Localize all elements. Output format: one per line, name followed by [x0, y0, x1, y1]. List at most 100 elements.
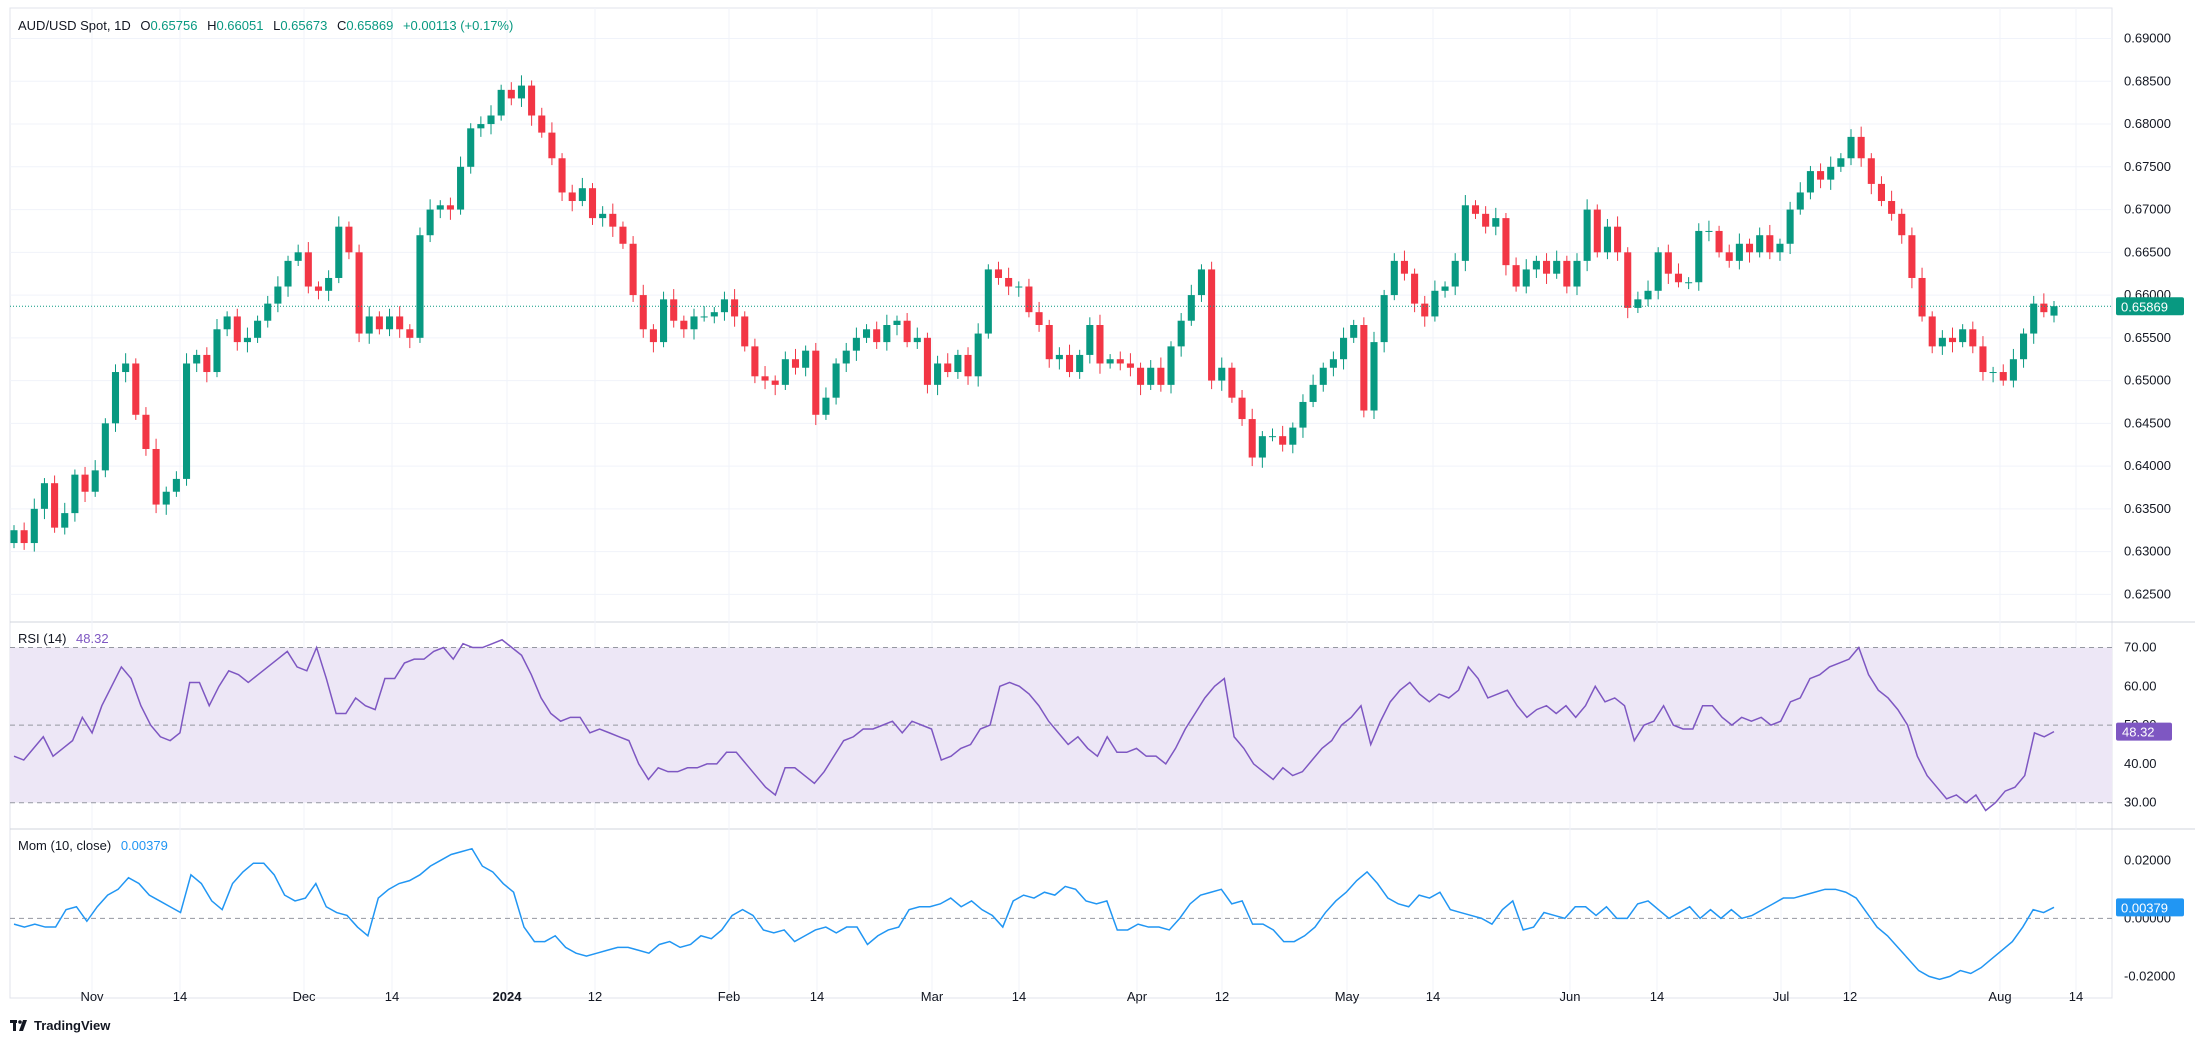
candle-body: [355, 252, 363, 334]
candle-body: [1999, 372, 2007, 381]
candle-body: [314, 286, 323, 291]
price-tick-label: 0.67500: [2124, 159, 2171, 174]
candle-body: [1553, 260, 1561, 274]
candle-body: [274, 286, 282, 304]
candle-body: [1411, 273, 1419, 304]
candle-body: [1421, 303, 1429, 317]
candle-body: [1654, 252, 1662, 291]
candle-body: [365, 316, 373, 334]
candle-body: [1776, 243, 1784, 253]
mom-label[interactable]: Mom (10, close): [18, 838, 112, 853]
candle-body: [1664, 252, 1672, 274]
candle-body: [1197, 269, 1205, 296]
open-label: O: [140, 18, 151, 33]
candle-body: [436, 205, 444, 210]
candle-body: [1279, 436, 1287, 445]
candle-body: [1796, 192, 1804, 210]
x-tick-label: 12: [1843, 989, 1857, 1004]
tradingview-logo-icon: [10, 1019, 27, 1031]
candle-body: [1888, 201, 1896, 214]
candle-body: [1116, 359, 1124, 364]
candle-body: [81, 474, 89, 492]
candle-body: [51, 483, 59, 528]
candle-body: [1096, 325, 1104, 364]
rsi-tick-label: 30.00: [2124, 795, 2157, 810]
mom-header: Mom (10, close) 0.00379: [18, 838, 174, 853]
mom-current-value: 0.00379: [120, 838, 168, 853]
close-label: C: [336, 18, 347, 33]
rsi-tick-label: 40.00: [2124, 756, 2157, 771]
candle-body: [1360, 325, 1368, 411]
open-value: 0.65756: [150, 18, 198, 33]
candle-body: [994, 269, 1003, 278]
candle-body: [1989, 372, 1997, 374]
candle-body: [122, 363, 130, 373]
candle-body: [710, 312, 718, 317]
candle-body: [1756, 235, 1764, 253]
candle-body: [517, 85, 525, 99]
candle-body: [1238, 397, 1246, 420]
candle-body: [1228, 367, 1236, 398]
x-tick-label: 14: [2069, 989, 2083, 1004]
candle-body: [264, 303, 272, 321]
candle-body: [883, 325, 891, 343]
candle-body: [446, 205, 454, 210]
candle-body: [619, 226, 627, 244]
candle-body: [1522, 269, 1530, 287]
candle-body: [1299, 401, 1307, 428]
rsi-band-fill: [10, 647, 2112, 803]
x-tick-label: Feb: [718, 989, 740, 1004]
x-tick-label: 14: [1012, 989, 1026, 1004]
candle-body: [761, 376, 769, 381]
candle-body: [1340, 337, 1348, 360]
candle-body: [213, 329, 221, 373]
candle-body: [944, 363, 952, 373]
candle-body: [1167, 346, 1175, 385]
candle-body: [812, 350, 820, 415]
candle-body: [893, 320, 901, 325]
candle-body: [2040, 303, 2048, 313]
candle-body: [528, 85, 536, 116]
candle-body: [223, 316, 231, 330]
candle-body: [1857, 136, 1865, 159]
candle-body: [578, 188, 586, 202]
candle-body: [20, 530, 28, 544]
rsi-tick-label: 60.00: [2124, 678, 2157, 693]
candle-body: [162, 491, 170, 505]
candle-body: [1928, 316, 1936, 347]
candle-body: [1867, 158, 1875, 184]
symbol-title[interactable]: AUD/USD Spot, 1D: [18, 18, 131, 33]
candle-body: [203, 354, 211, 373]
candle-body: [1806, 171, 1814, 193]
candle-body: [1076, 354, 1084, 373]
candle-body: [639, 295, 647, 330]
candle-body: [1137, 367, 1145, 385]
candle-body: [1979, 346, 1987, 373]
x-tick-label: Aug: [1988, 989, 2011, 1004]
candle-body: [1959, 329, 1967, 343]
candle-body: [1715, 230, 1723, 253]
candle-body: [1817, 171, 1825, 180]
candle-body: [1431, 290, 1439, 317]
rsi-label[interactable]: RSI (14): [18, 631, 67, 646]
rsi-value-tag-label: 48.32: [2122, 725, 2155, 740]
candle-body: [1837, 158, 1845, 167]
candle-body: [1289, 427, 1297, 445]
candle-body: [1045, 325, 1053, 360]
tradingview-logo[interactable]: TradingView: [10, 1018, 110, 1033]
candle-body: [852, 337, 860, 351]
candle-body: [649, 329, 657, 343]
candle-body: [1319, 367, 1327, 385]
mom-tick-label: 0.02000: [2124, 852, 2171, 867]
price-tick-label: 0.68500: [2124, 73, 2171, 88]
candle-body: [923, 337, 931, 385]
candle-body: [304, 252, 312, 287]
x-tick-label: 12: [1215, 989, 1229, 1004]
candle-body: [1329, 359, 1337, 368]
x-tick-label: Mar: [921, 989, 944, 1004]
candle-body: [873, 329, 881, 343]
candle-body: [1380, 295, 1388, 343]
candle-body: [467, 128, 475, 167]
candle-body: [233, 316, 241, 343]
low-label: L: [273, 18, 281, 33]
